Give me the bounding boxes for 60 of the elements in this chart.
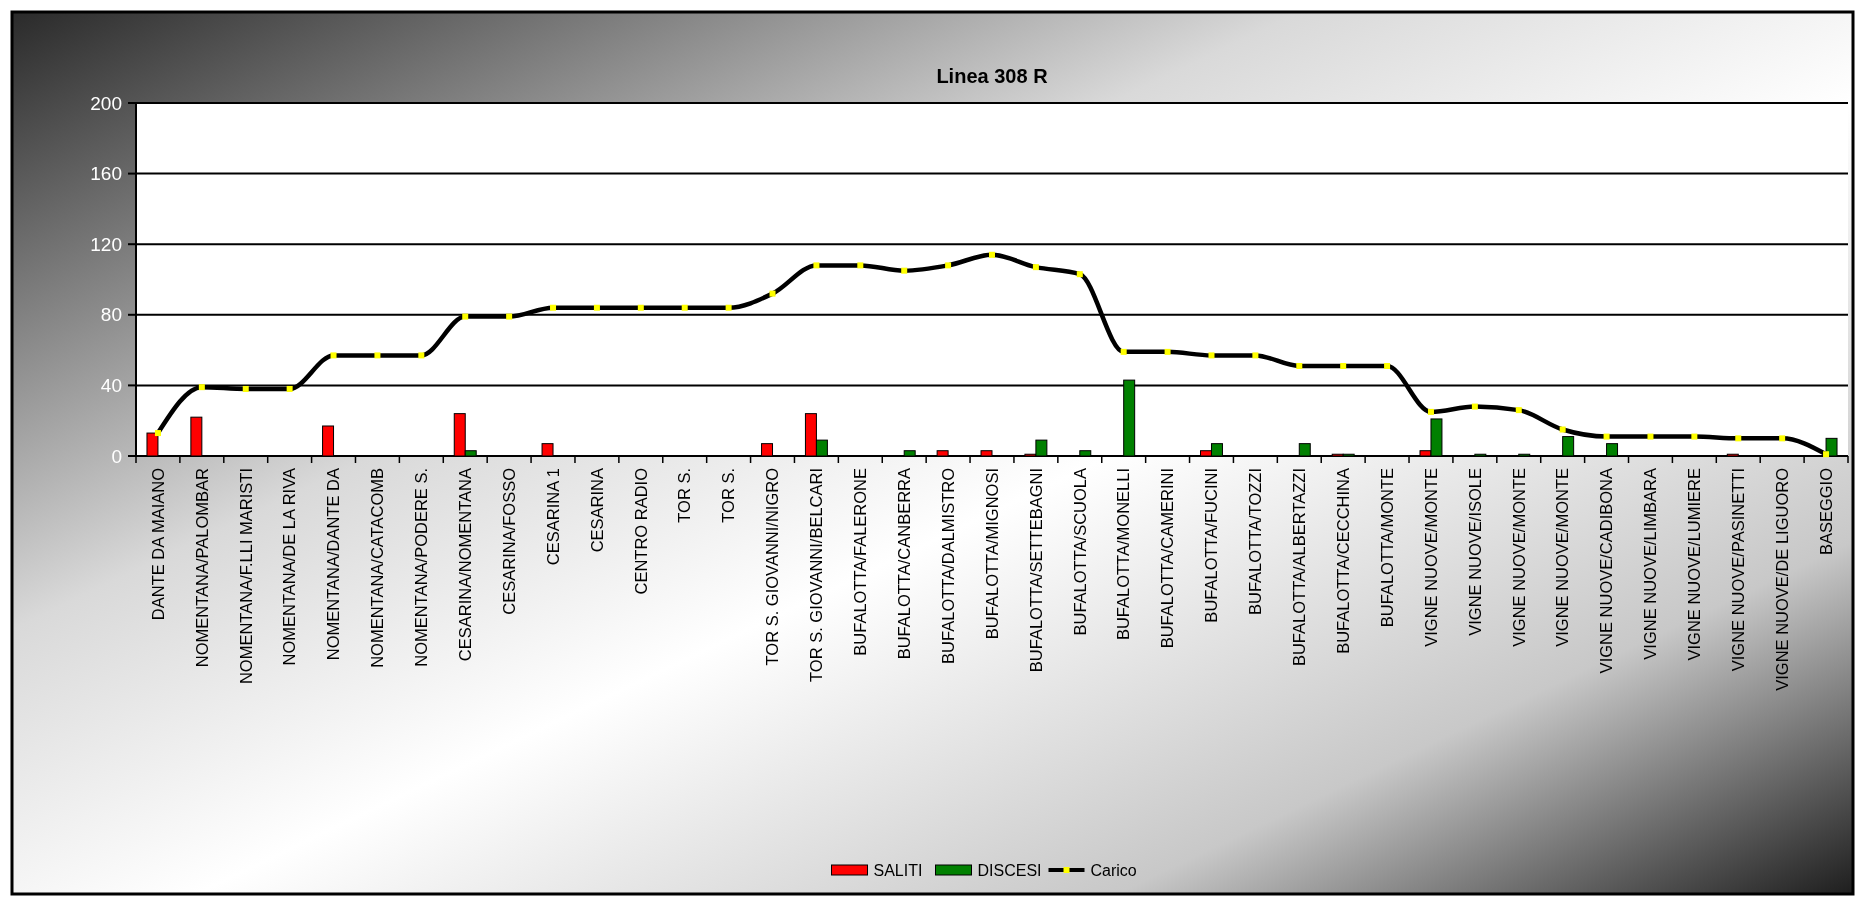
x-tick-label: BUFALOTTA/CANBERRA <box>894 468 913 660</box>
x-tick-label: BUFALOTTA/SETTEBAGNI <box>1026 468 1045 673</box>
legend-label: Carico <box>1090 861 1137 879</box>
x-tick-label: VIGNE NUOVE/ISOLE <box>1465 468 1484 636</box>
bar <box>190 416 203 457</box>
x-tick-label: BUFALOTTA/MONTE <box>1377 468 1396 628</box>
x-tick-label: NOMENTANA/F.LLI MARISTI <box>236 468 255 685</box>
bar <box>1298 443 1311 457</box>
x-tick-label: VIGNE NUOVE/PASINETTI <box>1729 468 1748 672</box>
y-tick-label: 80 <box>100 304 122 326</box>
bar <box>322 425 335 457</box>
x-tick-label: BUFALOTTA/FALERONE <box>851 468 870 656</box>
x-tick-label: BUFALOTTA/MONELLI <box>1114 468 1133 641</box>
x-tick-label: TOR S. <box>719 468 738 523</box>
bar <box>903 450 916 457</box>
y-tick-label: 160 <box>90 163 122 185</box>
x-tick-label: CENTRO RADIO <box>631 467 650 595</box>
x-tick-label: CESARINA/NOMENTANA <box>456 468 475 662</box>
x-tick-label: NOMENTANA/CATACOMB <box>368 468 387 668</box>
y-tick-label: 40 <box>100 375 122 397</box>
y-tick-label: 0 <box>111 445 122 467</box>
bar <box>1606 443 1619 457</box>
y-tick-label: 120 <box>90 233 122 255</box>
x-tick-label: CESARINA 1 <box>543 468 562 566</box>
x-tick-label: CESARINA <box>587 468 606 553</box>
x-tick-label: BUFALOTTA/FUCINI <box>1202 468 1221 623</box>
x-tick-label: BUFALOTTA/CECCHINA <box>1333 468 1352 654</box>
x-tick-label: VIGNE NUOVE/LUMIERE <box>1685 468 1704 661</box>
bar <box>980 450 993 457</box>
x-tick-label: TOR S. GIOVANNI/NIGRO <box>763 467 782 666</box>
x-tick-label: BUFALOTTA/SCUOLA <box>1070 468 1089 636</box>
chart-title: Linea 308 R <box>936 65 1049 87</box>
x-tick-label: TOR S. GIOVANNI/BELCARI <box>807 468 826 682</box>
x-tick-label: BUFALOTTA/ALBERTAZZI <box>1290 468 1309 667</box>
x-tick-label: VIGNE NUOVE/MONTE <box>1421 468 1440 647</box>
bar <box>936 450 949 457</box>
x-tick-label: BUFALOTTA/DALMISTRO <box>938 467 957 664</box>
x-tick-label: BASEGGIO <box>1816 467 1835 556</box>
x-tick-label: VIGNE NUOVE/LIMBARA <box>1641 468 1660 660</box>
bar <box>1079 450 1092 457</box>
bar <box>541 443 554 457</box>
x-tick-label: BUFALOTTA/CAMERINI <box>1158 468 1177 649</box>
x-tick-label: VIGNE NUOVE/DE LIGUORO <box>1772 467 1791 691</box>
y-tick-label: 200 <box>90 92 122 114</box>
x-tick-label: NOMENTANA/PALOMBAR <box>192 467 211 668</box>
x-tick-label: NOMENTANA/DE LA RIVA <box>280 468 299 666</box>
x-tick-label: NOMENTANA/DANTE DA <box>324 468 343 661</box>
legend-label: DISCESI <box>977 861 1042 879</box>
x-tick-label: DANTE DA MAIANO <box>148 467 167 621</box>
x-tick-label: CESARINA/FOSSO <box>499 467 518 615</box>
bar <box>146 432 159 457</box>
x-tick-label: VIGNE NUOVE/CADIBONA <box>1597 468 1616 674</box>
x-tick-label: BUFALOTTA/TOZZI <box>1246 468 1265 615</box>
bar <box>761 443 774 457</box>
x-tick-label: NOMENTANA/PODERE S. <box>412 468 431 667</box>
x-tick-label: VIGNE NUOVE/MONTE <box>1553 468 1572 647</box>
legend-label: SALITI <box>873 861 923 879</box>
x-tick-label: VIGNE NUOVE/MONTE <box>1509 468 1528 647</box>
x-tick-label: TOR S. <box>675 468 694 523</box>
x-tick-label: BUFALOTTA/MIGNOSI <box>982 468 1001 640</box>
